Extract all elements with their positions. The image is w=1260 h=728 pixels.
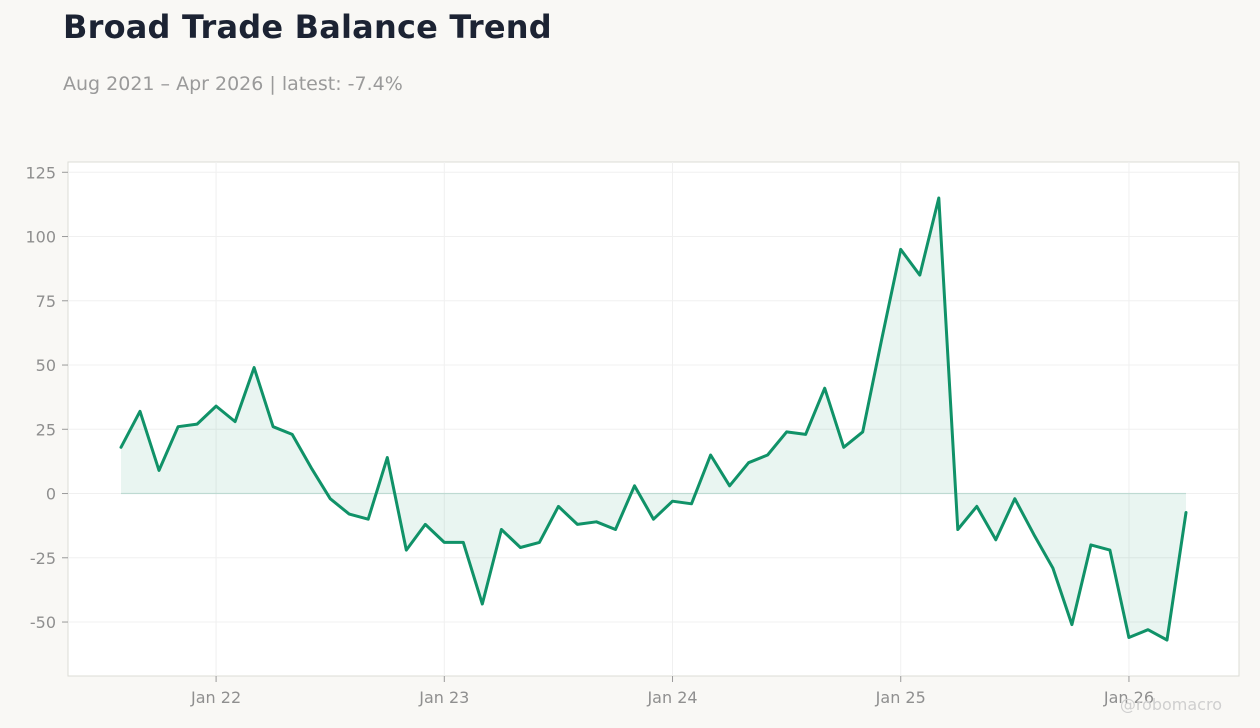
x-tick-label: Jan 23 bbox=[418, 688, 469, 707]
series-line bbox=[119, 196, 1188, 642]
y-tick-label: 50 bbox=[36, 356, 56, 375]
y-axis-ticks: -50 -25 0 25 50 75 100 125 bbox=[25, 163, 68, 632]
horizontal-gridlines bbox=[68, 171, 1239, 623]
watermark: @robomacro bbox=[1119, 695, 1222, 714]
vertical-gridlines bbox=[215, 162, 1130, 676]
y-tick-label: 25 bbox=[36, 420, 56, 439]
area-layer bbox=[121, 198, 1186, 640]
y-tick-label: 125 bbox=[25, 163, 56, 182]
x-tick-label: Jan 22 bbox=[190, 688, 241, 707]
y-tick-label: 0 bbox=[46, 485, 56, 504]
y-tick-label: -50 bbox=[30, 613, 56, 632]
x-tick-label: Jan 24 bbox=[646, 688, 697, 707]
y-tick-label: 75 bbox=[36, 292, 56, 311]
area-fill bbox=[121, 198, 1186, 640]
plot-area bbox=[67, 161, 1240, 677]
chart-subtitle: Aug 2021 – Apr 2026 | latest: -7.4% bbox=[63, 73, 403, 95]
y-tick-label: -25 bbox=[30, 549, 56, 568]
y-tick-label: 100 bbox=[25, 228, 56, 247]
x-axis-ticks: Jan 22 Jan 23 Jan 24 Jan 25 Jan 26 bbox=[190, 676, 1154, 707]
x-tick-label: Jan 26 bbox=[1103, 688, 1154, 707]
line-layer bbox=[119, 196, 1188, 642]
x-tick-label: Jan 25 bbox=[875, 688, 926, 707]
chart-title: Broad Trade Balance Trend bbox=[63, 8, 552, 46]
